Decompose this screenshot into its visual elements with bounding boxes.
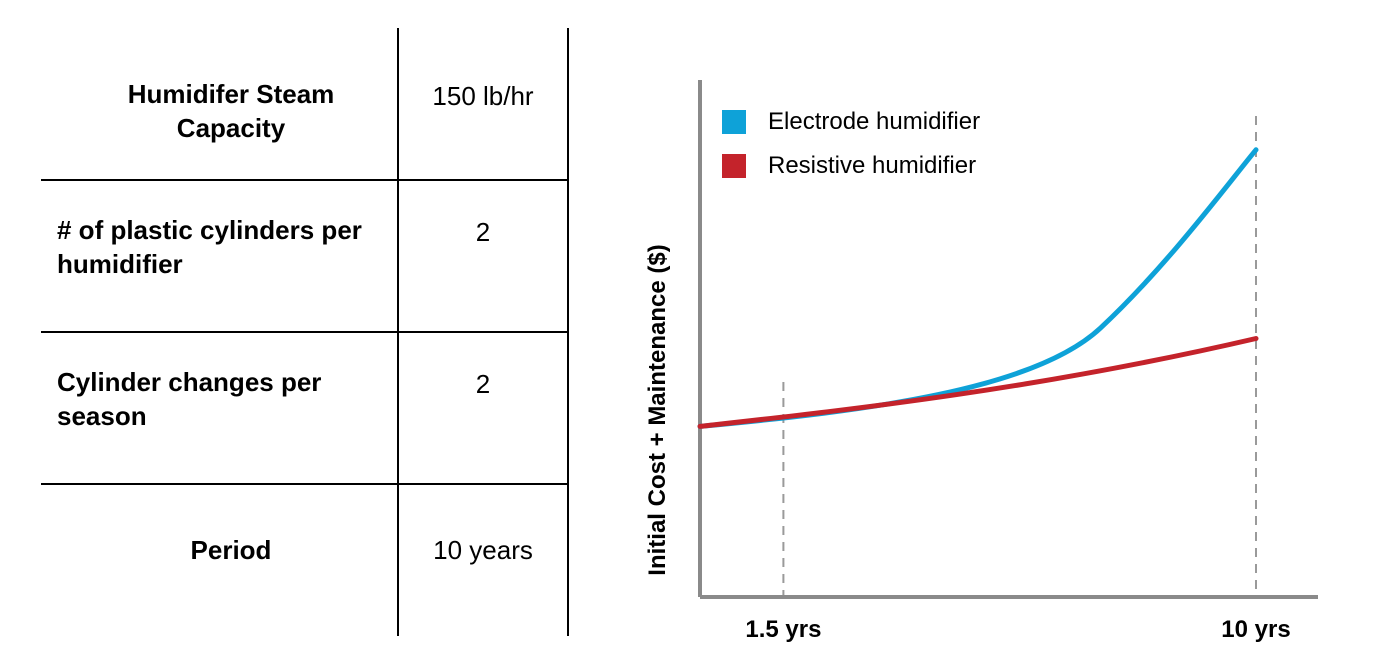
legend-label: Resistive humidifier	[768, 152, 977, 179]
legend-item-resistive: Resistive humidifier	[722, 152, 976, 180]
series-line-resistive	[697, 336, 1259, 429]
table-row-value: 10 years	[433, 535, 533, 565]
table-row-label: # of plastic cylinders per humidifier	[57, 215, 362, 279]
row-divider	[41, 179, 568, 181]
table-row-label: Period	[190, 535, 272, 565]
x-tick-label: 10 yrs	[1221, 616, 1291, 643]
table-border-right	[567, 28, 569, 636]
table-row-value: 150 lb/hr	[432, 81, 534, 111]
legend-label: Electrode humidifier	[768, 108, 981, 135]
y-axis-title: Initial Cost + Maintenance ($)	[644, 244, 671, 576]
x-tick-label: 1.5 yrs	[745, 616, 822, 643]
legend-item-electrode: Electrode humidifier	[722, 108, 980, 136]
row-divider	[41, 331, 568, 333]
row-divider	[41, 483, 568, 485]
legend-swatch	[722, 110, 746, 134]
legend-swatch	[722, 154, 746, 178]
table-row-value: 2	[475, 217, 491, 247]
table-row-label: Humidifer Steam Capacity	[127, 79, 335, 143]
table-row-label: Cylinder changes per season	[57, 367, 322, 431]
table-row-value: 2	[475, 369, 491, 399]
